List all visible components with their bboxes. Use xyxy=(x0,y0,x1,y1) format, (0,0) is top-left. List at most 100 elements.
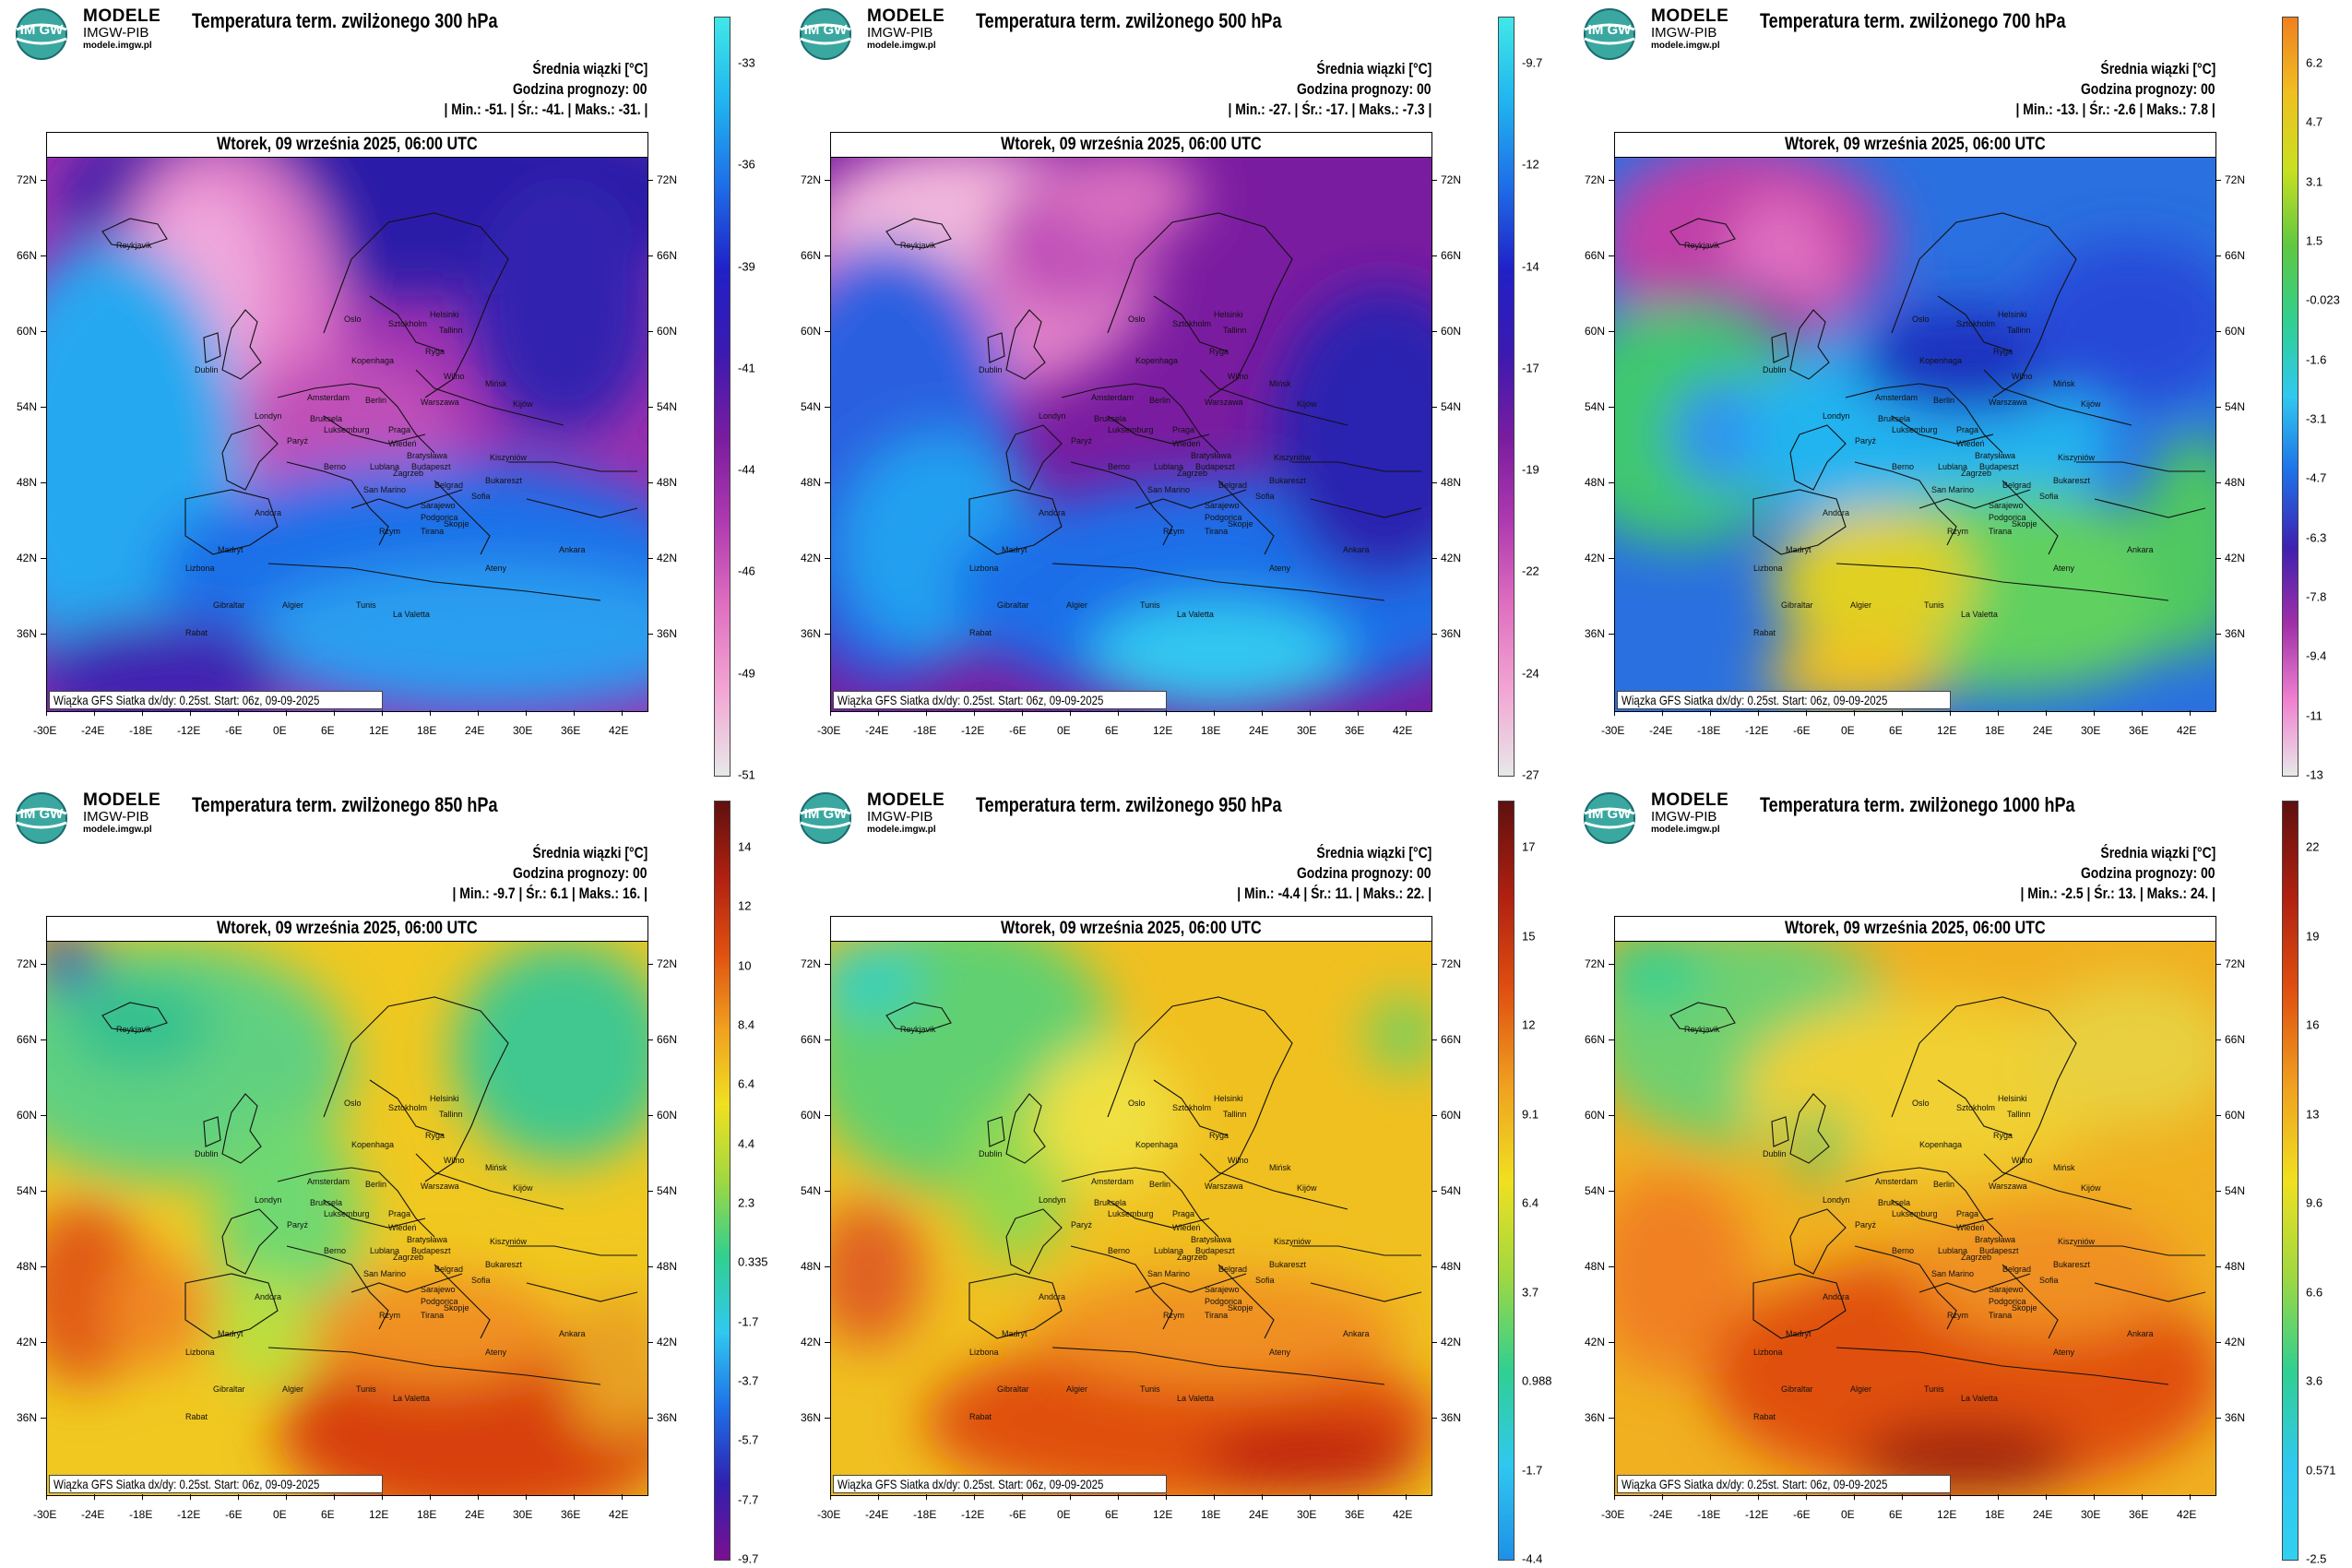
city-label: Oslo xyxy=(344,315,362,324)
lat-tick xyxy=(1431,634,1437,635)
colorbar-label: -49 xyxy=(738,666,755,681)
coastlines xyxy=(101,212,638,601)
lon-tick xyxy=(478,1494,479,1500)
city-label: Praga xyxy=(388,425,411,434)
city-label: Rzym xyxy=(1163,1311,1184,1320)
city-label: Kijów xyxy=(1297,1183,1317,1193)
lat-label: 48N xyxy=(1441,476,1462,489)
city-label: Sarajewo xyxy=(1989,501,2024,510)
field-region xyxy=(1615,1172,1753,1375)
city-label: Rzym xyxy=(1947,527,1968,536)
lon-label: -12E xyxy=(1745,724,1769,737)
forecast-hour: Godzina prognozy: 00 xyxy=(2081,864,2215,882)
lon-label: -18E xyxy=(129,724,153,737)
colorbar-label: -27 xyxy=(1522,767,1539,782)
colorbar-label: -22 xyxy=(1522,564,1539,578)
logo-text: MODELE IMGW-PIB modele.imgw.pl xyxy=(83,791,160,835)
lat-tick xyxy=(825,180,830,181)
logo-badge: IM GW xyxy=(19,22,64,38)
logo-line2: IMGW-PIB xyxy=(867,25,933,41)
lon-tick xyxy=(1950,1494,1951,1500)
city-label: Luksemburg xyxy=(1892,1209,1938,1218)
city-label: Bratysława xyxy=(1191,1235,1232,1244)
lat-label: 54N xyxy=(17,400,38,413)
lat-tick xyxy=(2215,255,2221,256)
field-region xyxy=(453,942,647,1163)
city-label: Rzym xyxy=(379,527,400,536)
lon-label: 12E xyxy=(1937,1508,1957,1521)
colorbar-label: 10 xyxy=(738,958,752,973)
colorbar-label: 8.4 xyxy=(738,1017,755,1032)
lon-label: -6E xyxy=(225,724,243,737)
city-label: Praga xyxy=(1172,425,1195,434)
city-label: Sofia xyxy=(2039,1276,2059,1285)
mean-label: Średnia wiązki [°C] xyxy=(1316,60,1431,77)
colorbar-label: 6.6 xyxy=(2306,1285,2323,1299)
lon-label: 36E xyxy=(1345,724,1365,737)
city-label: Berlin xyxy=(365,396,387,405)
colorbar-label: 12 xyxy=(738,898,752,913)
city-label: Reykjavik xyxy=(900,241,936,250)
city-label: Amsterdam xyxy=(307,1177,350,1186)
lat-tick xyxy=(1609,964,1614,965)
colorbar-label: -33 xyxy=(738,55,755,70)
lat-label: 36N xyxy=(2225,627,2246,640)
city-label: La Valetta xyxy=(393,610,430,619)
panel-700hpa: IM GW MODELE IMGW-PIB modele.imgw.pl Tempera… xyxy=(1568,0,2352,784)
city-label: Andora xyxy=(255,508,282,517)
city-label: Mińsk xyxy=(2053,379,2075,388)
colorbar-label: -41 xyxy=(738,361,755,375)
city-label: Skopje xyxy=(1228,1303,1253,1313)
lon-tick xyxy=(2190,710,2191,716)
lon-tick xyxy=(1854,1494,1855,1500)
lon-label: 18E xyxy=(417,724,437,737)
lon-tick xyxy=(1902,710,1903,716)
lat-label: 60N xyxy=(657,325,678,338)
lat-tick xyxy=(41,407,46,408)
city-label: Wiedeń xyxy=(1172,1223,1201,1232)
lat-label: 54N xyxy=(1585,400,1606,413)
city-label: Ryga xyxy=(425,1131,445,1140)
logo-line3: modele.imgw.pl xyxy=(83,825,152,835)
lon-label: 12E xyxy=(1153,724,1173,737)
city-label: Kijów xyxy=(1297,399,1317,409)
lon-tick xyxy=(1854,710,1855,716)
lon-label: 42E xyxy=(2177,724,2197,737)
stats-line: | Min.: -2.5 | Śr.: 13. | Maks.: 24. | xyxy=(2020,885,2215,902)
city-label: Wiedeń xyxy=(388,439,417,448)
city-label: Andora xyxy=(1039,508,1066,517)
lon-label: -30E xyxy=(1601,1508,1625,1521)
city-label: Algier xyxy=(1066,1384,1088,1394)
city-label: Berlin xyxy=(1149,396,1171,405)
lon-tick xyxy=(1166,710,1167,716)
lat-tick xyxy=(1609,1115,1614,1116)
lat-label: 66N xyxy=(1585,1033,1606,1046)
lon-tick xyxy=(1662,710,1663,716)
lat-tick xyxy=(2215,634,2221,635)
city-label: Algier xyxy=(282,600,304,610)
city-label: Berlin xyxy=(365,1180,387,1189)
city-label: Bukareszt xyxy=(1269,1260,1307,1269)
logo-line2: IMGW-PIB xyxy=(83,809,149,825)
city-label: Skopje xyxy=(444,519,469,529)
lat-tick xyxy=(825,558,830,559)
lat-tick xyxy=(647,1418,653,1419)
city-label: Kopenhaga xyxy=(1919,1140,1963,1149)
lon-tick xyxy=(478,710,479,716)
lon-tick xyxy=(2142,1494,2143,1500)
city-label: Madryt xyxy=(218,545,244,554)
lon-label: 0E xyxy=(273,724,287,737)
logo-text: MODELE IMGW-PIB modele.imgw.pl xyxy=(1651,7,1728,51)
city-label: Wilno xyxy=(444,372,465,381)
city-label: Berno xyxy=(1892,1246,1915,1255)
city-label: Rabat xyxy=(1753,1412,1776,1421)
city-label: Lizbona xyxy=(185,564,215,573)
lat-tick xyxy=(825,255,830,256)
lat-tick xyxy=(2215,180,2221,181)
city-label: Sarajewo xyxy=(1989,1285,2024,1294)
lat-label: 48N xyxy=(801,476,822,489)
lon-tick xyxy=(1214,710,1215,716)
lat-label: 48N xyxy=(17,1260,38,1273)
city-label: Berno xyxy=(1108,1246,1131,1255)
logo-text: MODELE IMGW-PIB modele.imgw.pl xyxy=(83,7,160,51)
